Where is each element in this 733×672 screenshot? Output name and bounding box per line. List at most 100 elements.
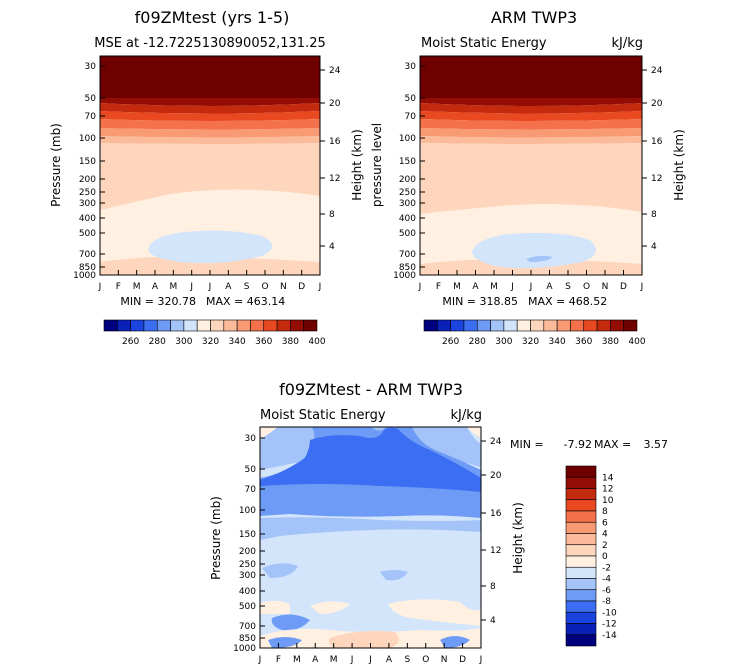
colorbar-box: [276, 319, 291, 332]
colorbar-box: [565, 521, 597, 534]
month-tick-label: D: [298, 282, 305, 292]
colorbar-box: [423, 319, 438, 332]
month-tick-label: S: [404, 655, 410, 665]
field-band: [100, 143, 320, 210]
pressure-tick-label: 300: [239, 571, 256, 581]
colorbar-label: 260: [442, 337, 459, 347]
field-band: [526, 255, 553, 262]
colorbar-box: [463, 319, 478, 332]
month-tick-label: O: [422, 655, 429, 665]
colorbar-box: [170, 319, 185, 332]
colorbar-label: 14: [602, 473, 614, 483]
colorbar-box: [556, 319, 571, 332]
field-band: [260, 600, 290, 614]
colorbar-box: [565, 555, 597, 568]
pressure-tick-label: 400: [399, 214, 416, 224]
colorbar-label: 280: [149, 337, 166, 347]
colorbar-label: -2: [602, 563, 611, 573]
panel-diff-max-value: 3.57: [644, 438, 669, 451]
pressure-tick-label: 50: [245, 465, 257, 475]
colorbar-box: [565, 578, 597, 591]
colorbar-box: [183, 319, 198, 332]
colorbar-label: 6: [602, 518, 608, 528]
height-tick-label: 24: [490, 437, 502, 447]
colorbar-label: 260: [122, 337, 139, 347]
field-band: [100, 56, 320, 98]
panel-obs-subtitle-right: kJ/kg: [611, 36, 643, 51]
colorbar-box: [570, 319, 585, 332]
colorbar-box: [543, 319, 558, 332]
panel-diff-subtitle-right: kJ/kg: [450, 408, 482, 423]
month-tick-label: S: [244, 282, 250, 292]
month-tick-label: J: [479, 655, 483, 665]
pressure-tick-label: 1000: [73, 271, 96, 281]
field-band: [420, 119, 642, 130]
panel-obs: ARM TWP3 Moist Static Energy kJ/kg 30 50 7…: [370, 8, 686, 347]
field-band: [420, 56, 642, 98]
pressure-tick-label: 400: [79, 214, 96, 224]
field-band: [328, 630, 399, 648]
month-tick-label: F: [116, 282, 121, 292]
panel-diff-min-value: -7.92: [564, 438, 592, 451]
pressure-tick-label: 300: [79, 199, 96, 209]
pressure-tick-label: 50: [405, 94, 417, 104]
pressure-tick-label: 200: [399, 175, 416, 185]
panel-obs-y2label: Height (km): [672, 129, 686, 200]
field-band: [472, 232, 596, 269]
colorbar-box: [623, 319, 638, 332]
colorbar-label: -6: [602, 586, 611, 596]
panel-obs-ylabel: pressure level: [370, 123, 384, 207]
pressure-tick-label: 200: [239, 547, 256, 557]
panel-obs-field: [419, 55, 643, 276]
panel-diff-min-label: MIN =: [510, 438, 544, 451]
colorbar-box: [143, 319, 158, 332]
field-band: [388, 599, 481, 626]
colorbar-box: [565, 476, 597, 489]
colorbar-box: [103, 319, 118, 332]
month-tick-label: A: [225, 282, 232, 292]
colorbar-label: 12: [602, 485, 613, 495]
panel-model-max: MAX = 463.14: [206, 295, 285, 308]
pressure-tick-label: 100: [399, 134, 416, 144]
field-band: [100, 103, 320, 114]
field-band: [420, 98, 642, 106]
pressure-tick-label: 100: [79, 134, 96, 144]
pressure-tick-label: 150: [239, 530, 256, 540]
field-band: [100, 119, 320, 130]
pressure-tick-label: 850: [239, 634, 256, 644]
field-band: [440, 636, 470, 648]
month-tick-label: M: [133, 282, 141, 292]
month-tick-label: J: [258, 655, 262, 665]
month-tick-label: N: [602, 282, 609, 292]
panel-model-ylabel: Pressure (mb): [49, 123, 63, 207]
month-tick-label: M: [169, 282, 177, 292]
colorbar-label: -8: [602, 597, 611, 607]
field-band: [467, 427, 481, 438]
field-band: [260, 517, 481, 540]
month-tick-label: M: [293, 655, 301, 665]
month-tick-label: A: [386, 655, 393, 665]
month-tick-label: J: [510, 282, 514, 292]
field-band: [420, 103, 642, 114]
height-tick-label: 8: [651, 210, 657, 220]
colorbar-box: [450, 319, 465, 332]
colorbar-label: 320: [522, 337, 539, 347]
panel-model-field: [99, 55, 321, 276]
colorbar-label: 400: [628, 337, 645, 347]
field-band: [310, 601, 350, 614]
month-tick-label: M: [490, 282, 498, 292]
month-tick-label: O: [261, 282, 268, 292]
colorbar-box: [565, 499, 597, 512]
panel-model-title: f09ZMtest (yrs 1-5): [135, 8, 290, 27]
field-band: [420, 136, 642, 144]
colorbar-box: [565, 544, 597, 557]
pressure-tick-label: 250: [79, 188, 96, 198]
panel-obs-title: ARM TWP3: [491, 8, 577, 27]
month-tick-label: S: [565, 282, 571, 292]
pressure-tick-label: 700: [79, 250, 96, 260]
height-tick-label: 12: [490, 546, 501, 556]
field-band: [100, 111, 320, 121]
colorbar-box: [303, 319, 318, 332]
month-tick-label: N: [280, 282, 287, 292]
